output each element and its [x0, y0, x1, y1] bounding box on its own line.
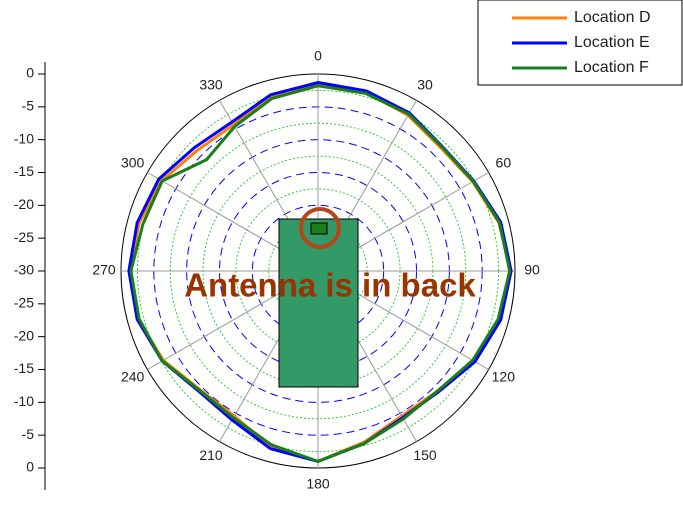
antenna — [310, 222, 328, 235]
angle-label: 0 — [314, 48, 322, 64]
antenna-highlight — [299, 207, 341, 249]
y-tick-label: -20 — [14, 196, 34, 212]
angle-label: 30 — [417, 76, 433, 92]
y-tick-label: -25 — [14, 229, 34, 245]
angle-label: 270 — [92, 262, 116, 278]
angle-label: 150 — [413, 447, 437, 463]
y-tick-label: 0 — [26, 459, 34, 475]
angle-label: 330 — [199, 76, 223, 92]
angle-label: 300 — [121, 155, 145, 171]
y-tick-label: -15 — [14, 163, 34, 179]
angle-label: 210 — [199, 447, 223, 463]
y-tick-label: -15 — [14, 360, 34, 376]
angle-label: 240 — [121, 369, 145, 385]
series-line — [129, 84, 512, 464]
y-tick-label: -10 — [14, 393, 34, 409]
y-tick-label: -10 — [14, 130, 34, 146]
y-tick-label: -25 — [14, 295, 34, 311]
angle-label: 60 — [496, 155, 512, 171]
y-tick-label: -5 — [22, 426, 35, 442]
y-tick-label: -30 — [14, 262, 34, 278]
legend-label: Location D — [574, 9, 651, 26]
angle-label: 90 — [524, 262, 540, 278]
legend-label: Location E — [574, 34, 650, 51]
annotation: Antenna is in back — [184, 267, 476, 304]
y-tick-label: -20 — [14, 327, 34, 343]
y-tick-label: -5 — [22, 98, 35, 114]
series-lines — [127, 80, 513, 464]
y-tick-label: 0 — [26, 65, 34, 81]
angle-label: 180 — [306, 476, 330, 492]
angle-label: 120 — [492, 369, 516, 385]
legend-label: Location F — [574, 59, 649, 76]
